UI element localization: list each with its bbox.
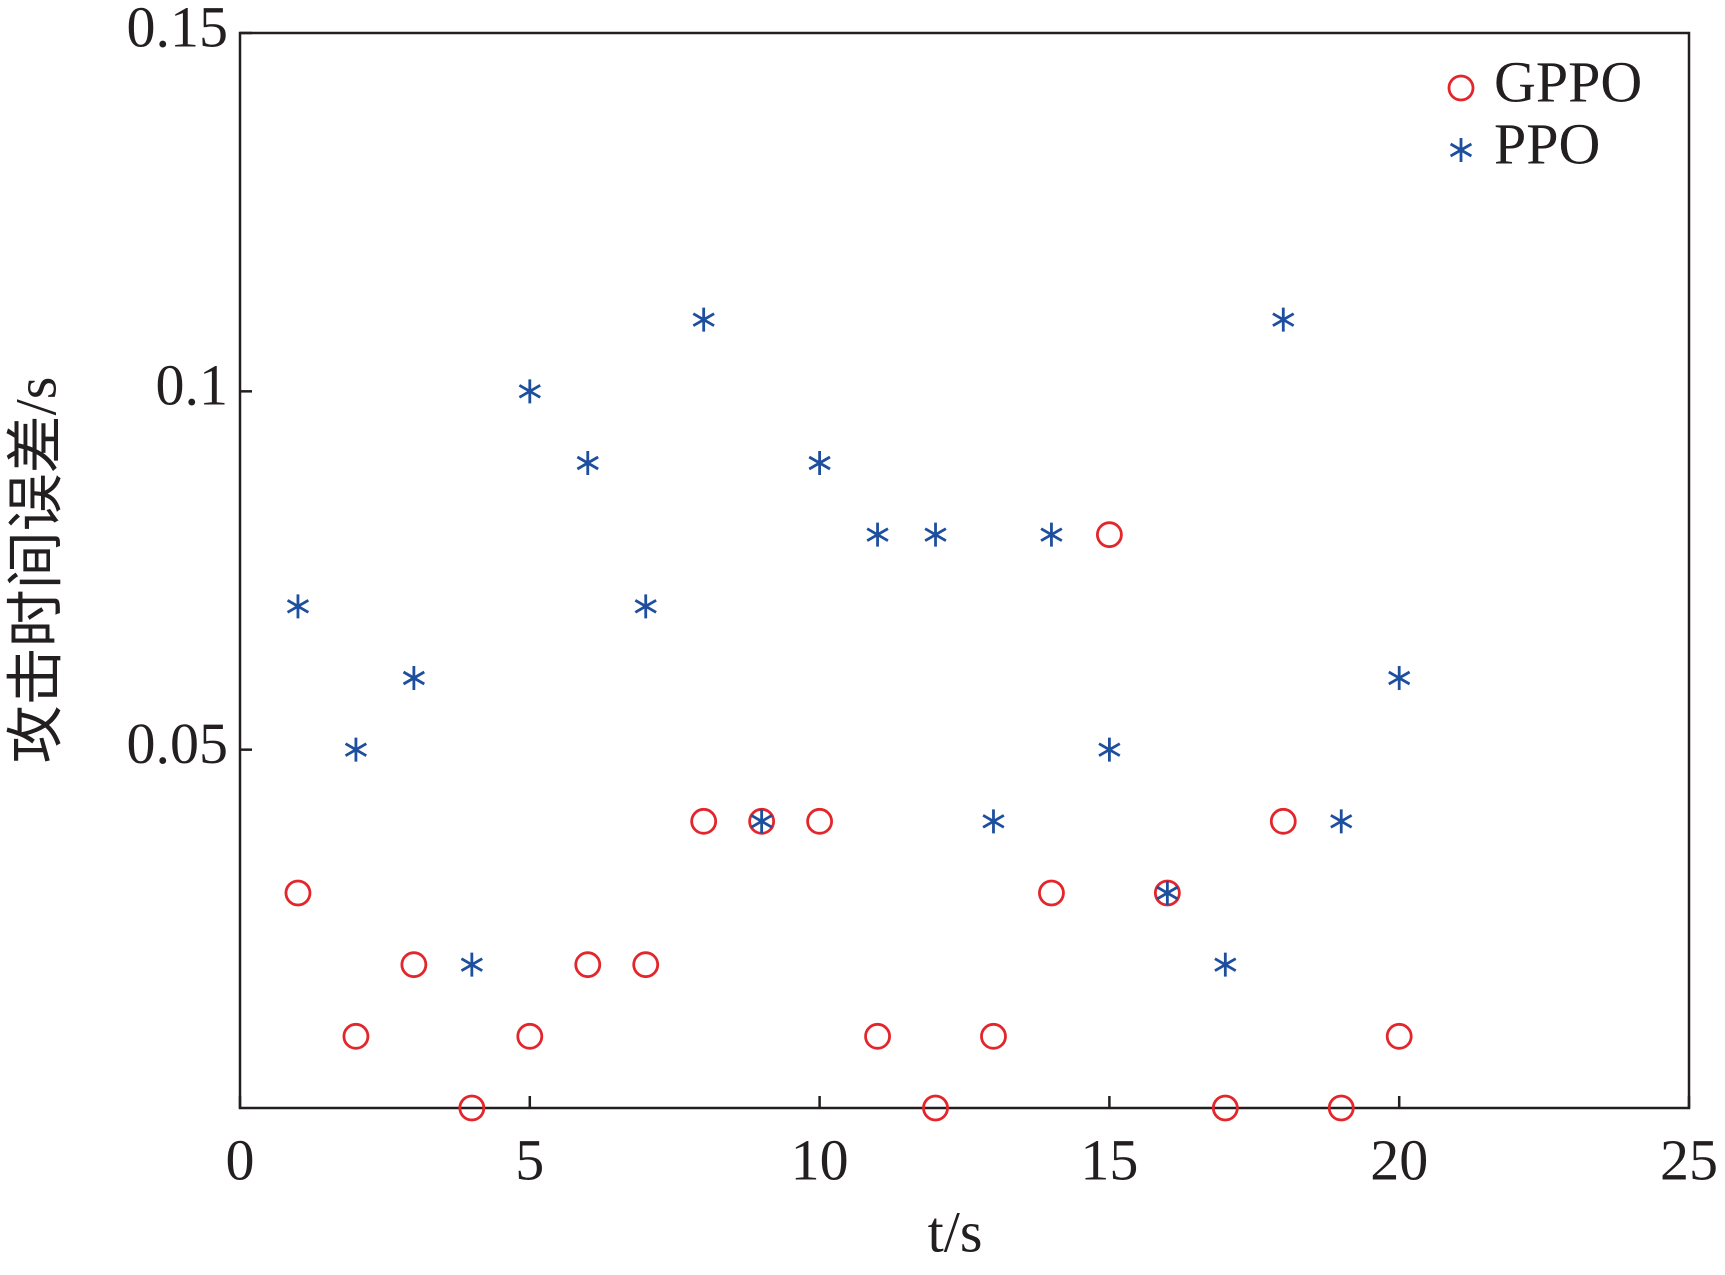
point <box>284 879 312 907</box>
point <box>1388 666 1411 690</box>
point <box>632 951 660 979</box>
point <box>342 1022 370 1050</box>
x-tick-label: 0 <box>226 1127 255 1192</box>
point <box>1156 881 1179 905</box>
point <box>1272 307 1295 332</box>
point <box>460 952 483 977</box>
point <box>1211 1094 1239 1122</box>
point <box>924 522 947 547</box>
point <box>922 1094 949 1122</box>
legend-label: GPPO <box>1494 49 1642 114</box>
point <box>692 307 715 332</box>
point <box>980 1022 1007 1050</box>
y-axis-label: 攻击时间误差/s <box>3 377 68 764</box>
point <box>864 1022 891 1050</box>
x-tick-label: 25 <box>1660 1127 1718 1192</box>
x-tick-label: 10 <box>791 1127 849 1192</box>
point <box>1327 1094 1355 1122</box>
point <box>1385 1022 1413 1050</box>
point <box>1096 521 1123 549</box>
point <box>982 809 1005 834</box>
point <box>1038 879 1065 907</box>
legend-label: PPO <box>1494 111 1600 176</box>
point <box>1214 952 1237 977</box>
point <box>516 1022 544 1050</box>
y-tick-label: 0.1 <box>156 353 229 418</box>
point <box>1098 737 1121 762</box>
x-tick-label: 15 <box>1080 1127 1138 1192</box>
point <box>866 522 889 547</box>
plot-frame <box>238 31 1691 1110</box>
point <box>400 951 428 979</box>
point <box>750 809 773 834</box>
legend-marker <box>1449 138 1473 162</box>
y-tick-label: 0.15 <box>127 0 229 59</box>
y-tick-label: 0.05 <box>127 711 229 776</box>
point <box>634 594 657 619</box>
point <box>1269 807 1297 835</box>
point <box>1330 809 1353 834</box>
x-tick-label: 5 <box>515 1127 544 1192</box>
point <box>806 807 833 835</box>
point <box>518 379 541 404</box>
point <box>402 666 425 690</box>
x-axis-label: t/s <box>928 1199 983 1264</box>
point <box>808 451 831 475</box>
legend-marker <box>1447 74 1475 102</box>
x-tick-label: 20 <box>1370 1127 1428 1192</box>
point <box>458 1094 486 1122</box>
point <box>344 737 368 762</box>
point <box>690 807 718 835</box>
point <box>286 594 310 619</box>
point <box>574 951 602 979</box>
point <box>1040 522 1063 547</box>
point <box>576 451 599 475</box>
